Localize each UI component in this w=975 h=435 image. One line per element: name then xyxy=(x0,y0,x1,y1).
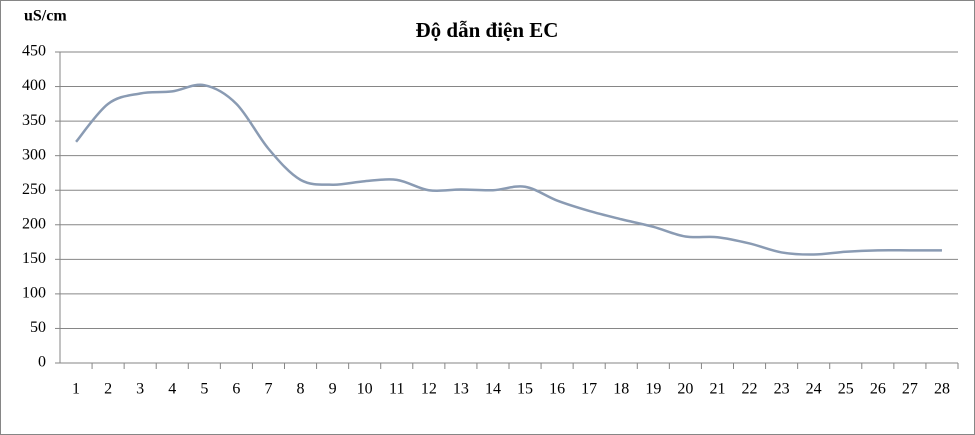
y-tick-label: 250 xyxy=(22,181,46,198)
y-axis-label: uS/cm xyxy=(24,8,67,25)
x-tick-label: 23 xyxy=(774,381,790,398)
x-tick-label: 3 xyxy=(136,381,144,398)
x-tick-label: 10 xyxy=(357,381,373,398)
x-tick-label: 1 xyxy=(72,381,80,398)
x-tick-label: 5 xyxy=(200,381,208,398)
y-tick-label: 0 xyxy=(38,354,46,371)
y-tick-label: 50 xyxy=(30,319,46,336)
y-tick-label: 400 xyxy=(22,77,46,94)
y-tick-label: 200 xyxy=(22,215,46,232)
x-tick-label: 15 xyxy=(517,381,533,398)
x-tick-label: 28 xyxy=(934,381,950,398)
x-tick-label: 20 xyxy=(677,381,693,398)
x-tick-label: 7 xyxy=(264,381,272,398)
x-tick-label: 11 xyxy=(389,381,404,398)
x-tick-label: 19 xyxy=(645,381,661,398)
x-tick-label: 6 xyxy=(232,381,240,398)
chart-title: Độ dẫn điện EC xyxy=(416,18,559,42)
data-line xyxy=(75,83,942,256)
x-tick-label: 8 xyxy=(297,381,305,398)
x-tick-label: 18 xyxy=(613,381,629,398)
y-tick-label: 450 xyxy=(22,43,46,60)
x-tick-label: 17 xyxy=(581,381,597,398)
x-tick-label: 22 xyxy=(742,381,758,398)
y-tick-label: 100 xyxy=(22,285,46,302)
x-tick-label: 9 xyxy=(329,381,337,398)
x-tick-label: 13 xyxy=(453,381,469,398)
y-tick-label: 350 xyxy=(22,112,46,129)
x-tick-label: 25 xyxy=(838,381,854,398)
x-tick-label: 24 xyxy=(806,381,822,398)
x-tick-label: 2 xyxy=(104,381,112,398)
x-tick-label: 27 xyxy=(902,381,918,398)
x-tick-label: 16 xyxy=(549,381,565,398)
y-tick-label: 300 xyxy=(22,146,46,163)
x-tick-label: 12 xyxy=(421,381,437,398)
x-tick-label: 26 xyxy=(870,381,886,398)
x-tick-label: 4 xyxy=(168,381,176,398)
x-tick-label: 21 xyxy=(709,381,725,398)
y-tick-label: 150 xyxy=(22,250,46,267)
x-tick-label: 14 xyxy=(485,381,501,398)
